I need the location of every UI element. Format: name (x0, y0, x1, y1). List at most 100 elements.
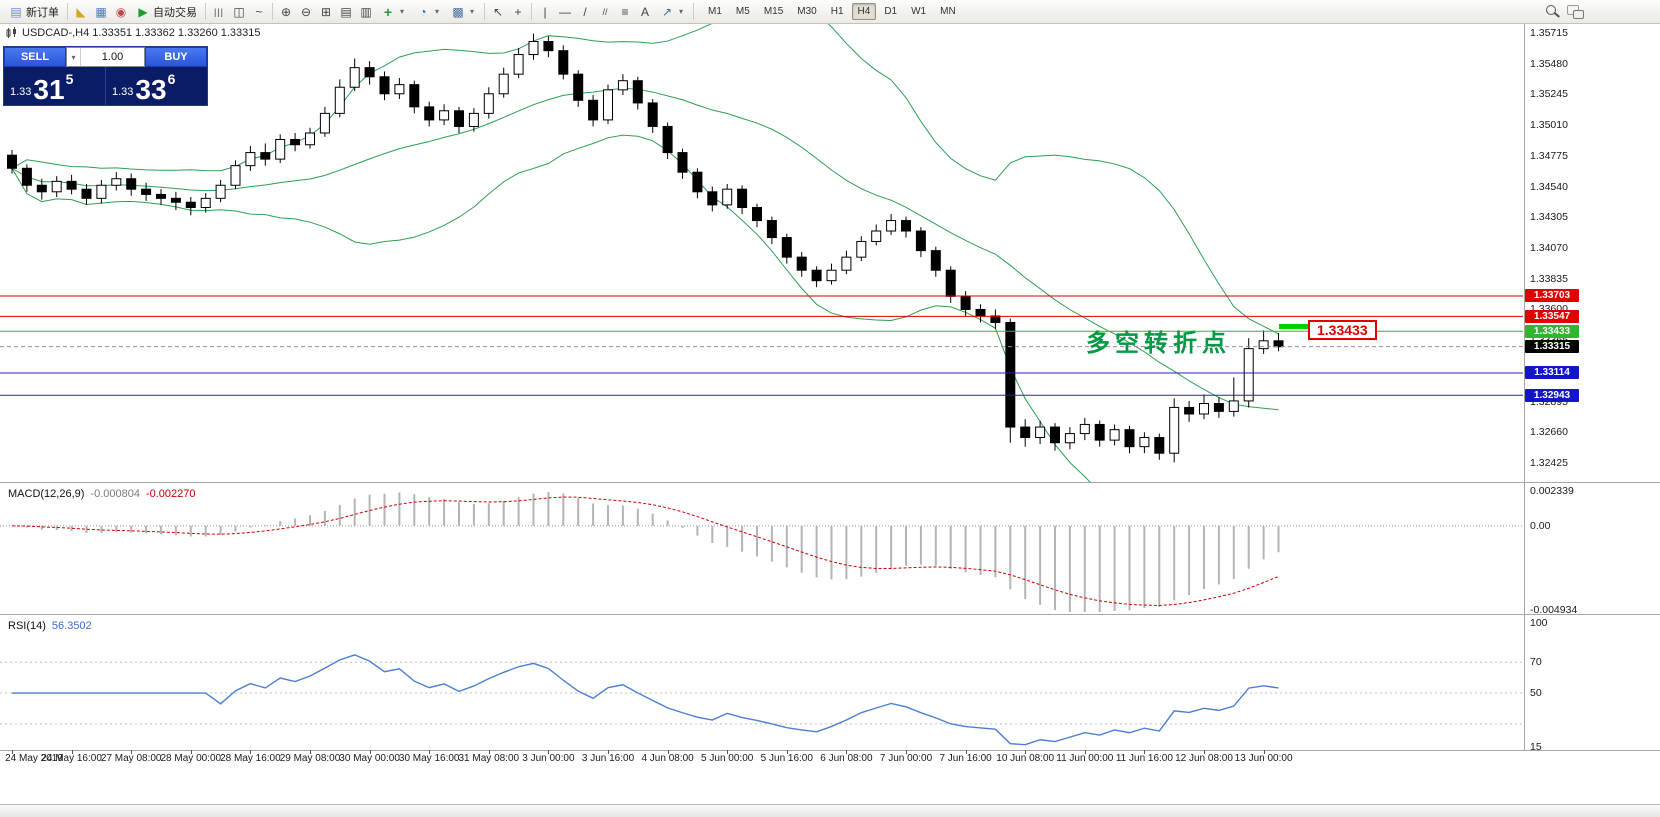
chevron-down-icon: ▾ (469, 7, 474, 16)
timeframe-mn[interactable]: MN (940, 6, 956, 17)
rsi-tick-label: 100 (1530, 617, 1548, 629)
time-axis-label: 12 Jun 08:00 (1175, 753, 1233, 764)
time-axis-tick (667, 750, 669, 754)
time-axis-label: 4 Jun 08:00 (641, 753, 694, 764)
trendline-icon[interactable]: / (583, 4, 587, 19)
cursor-icon[interactable]: ↖ (492, 4, 504, 19)
rsi-panel[interactable] (0, 615, 1523, 748)
tile-windows-icon[interactable]: ⊞ (320, 4, 332, 19)
hline-icon[interactable]: — (559, 4, 571, 19)
new-order-button[interactable]: ▤ 新订单 (4, 3, 64, 21)
sell-price-sup: 5 (65, 71, 74, 87)
time-axis-label: 30 May 16:00 (398, 753, 460, 764)
macd-main-value: -0.000804 (90, 488, 140, 500)
market-watch-icon[interactable]: ▦ (95, 4, 107, 19)
price-scale-marker: 1.33315 (1525, 340, 1579, 354)
timeframe-h4[interactable]: H4 (851, 3, 877, 20)
time-axis-label: 29 May 08:00 (279, 753, 341, 764)
time-axis-label: 30 May 00:00 (339, 753, 400, 764)
text-icon[interactable]: A (640, 4, 649, 19)
time-axis-tick (190, 750, 192, 754)
autotrade-icon: ▶ (138, 4, 148, 19)
timeframe-w1[interactable]: W1 (911, 6, 927, 17)
buy-price-display[interactable]: 1.33 33 6 (105, 67, 207, 105)
add-indicator-button[interactable]: + ▾ (376, 4, 411, 20)
timeframe-m15[interactable]: M15 (763, 6, 784, 17)
main-chart[interactable] (0, 24, 1523, 482)
price-scale-marker: 1.33114 (1525, 366, 1579, 380)
zoom-in-icon[interactable]: ⊕ (280, 4, 292, 19)
autotrade-button[interactable]: ▶ 自动交易 (131, 3, 202, 21)
time-axis-label: 7 Jun 16:00 (939, 753, 992, 764)
timeframe-m5[interactable]: M5 (735, 6, 750, 17)
price-tick-label: 1.32425 (1530, 457, 1568, 469)
macd-tick-label: -0.004934 (1530, 604, 1578, 617)
time-axis-tick (310, 750, 311, 754)
timeframe-h1[interactable]: H1 (830, 6, 844, 17)
community-icon[interactable]: ◉ (115, 4, 127, 19)
vline-icon[interactable]: | (543, 4, 547, 19)
turning-point-price-label[interactable]: 1.33433 (1308, 320, 1377, 341)
chart-candles-icon[interactable]: ◫ (233, 4, 245, 19)
toolbar-separator (67, 3, 68, 20)
toolbar-separator (272, 3, 273, 20)
price-scale-marker: 1.33547 (1525, 309, 1579, 323)
turning-point-annotation[interactable]: 多空转折点 (1086, 330, 1231, 358)
period-menu-button[interactable]: ◔ ▾ (411, 4, 446, 20)
price-scale-marker: 1.32943 (1525, 388, 1579, 402)
channel-icon[interactable]: // (602, 6, 608, 17)
chart-bars-icon[interactable]: ||| (213, 6, 224, 17)
window-list-icon[interactable]: ▤ (340, 4, 352, 19)
timeframe-m1[interactable]: M1 (708, 6, 722, 17)
volume-input[interactable]: ▾ 1.00 (66, 47, 145, 67)
one-click-trade-panel: SELL ▾ 1.00 BUY 1.33 31 5 1.33 33 6 (3, 46, 208, 106)
time-axis-label: 3 Jun 00:00 (522, 753, 575, 764)
price-tick-label: 1.34540 (1530, 180, 1568, 193)
buy-price-sup: 6 (167, 71, 176, 87)
sell-price-big: 31 (33, 74, 65, 106)
sell-button[interactable]: SELL (4, 47, 66, 67)
rsi-tick-label: 50 (1530, 687, 1542, 700)
arrows-icon: ↗ (661, 4, 673, 19)
time-axis-tick (1204, 750, 1205, 754)
sound-icon[interactable]: ◣ (76, 4, 86, 19)
add-indicator-icon: + (383, 3, 393, 20)
crosshair-icon[interactable]: + (514, 4, 522, 19)
panel-separator[interactable] (0, 482, 1660, 483)
macd-panel[interactable] (0, 483, 1523, 613)
time-axis-tick (727, 750, 729, 754)
arrows-button[interactable]: ↗ ▾ (655, 4, 690, 20)
time-axis-label: 24 May 16:00 (41, 753, 102, 764)
timeframe-m30[interactable]: M30 (797, 6, 817, 17)
price-tick-label: 1.34070 (1530, 242, 1568, 254)
panel-separator[interactable] (0, 614, 1660, 615)
turning-point-trendline[interactable] (1279, 324, 1308, 330)
time-axis-tick (12, 750, 13, 754)
price-tick-label: 1.32660 (1530, 426, 1568, 439)
sell-price-display[interactable]: 1.33 31 5 (4, 67, 105, 105)
data-window-icon[interactable]: ▥ (360, 4, 372, 19)
timeframe-d1[interactable]: D1 (884, 6, 898, 17)
search-icon[interactable] (1542, 2, 1564, 22)
time-axis-tick (1084, 750, 1086, 754)
price-scale-separator[interactable] (1524, 24, 1525, 750)
zoom-out-icon[interactable]: ⊖ (300, 4, 312, 19)
macd-signal-value: -0.002270 (145, 488, 196, 500)
time-axis-tick (965, 750, 967, 754)
time-axis-label: 28 May 16:00 (220, 753, 281, 764)
fibo-icon[interactable]: ≡ (621, 4, 629, 19)
toolbar-right-group (1542, 2, 1586, 22)
time-axis-tick (1144, 750, 1146, 754)
chevron-down-icon: ▾ (434, 7, 439, 16)
buy-price-prefix: 1.33 (112, 86, 134, 98)
chat-icon[interactable] (1564, 2, 1586, 22)
toolbar-separator (205, 3, 206, 20)
time-axis-tick (131, 750, 133, 754)
chevron-down-icon[interactable]: ▾ (67, 48, 81, 66)
buy-button[interactable]: BUY (145, 47, 207, 67)
rsi-title: RSI(14) 56.3502 (8, 620, 92, 632)
time-axis-tick (1263, 750, 1265, 754)
template-menu-button[interactable]: ▩ ▾ (446, 4, 481, 20)
chart-line-icon[interactable]: ~ (255, 4, 263, 19)
time-axis-label: 6 Jun 08:00 (820, 753, 873, 764)
